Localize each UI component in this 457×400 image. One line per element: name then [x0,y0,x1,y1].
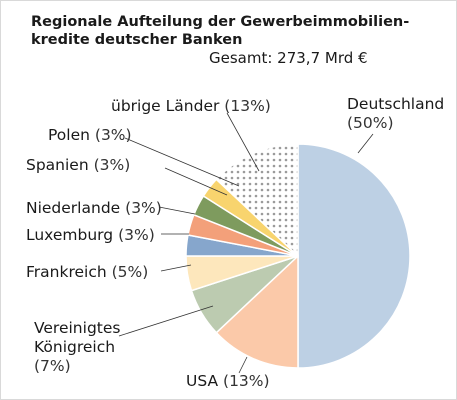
slice-label: Niederlande (3%) [26,199,162,218]
slice-label: übrige Länder (13%) [111,97,271,116]
value-label: (3%) [118,226,155,244]
category-name: Vereinigtes Königreich [34,319,121,356]
category-name: Niederlande [26,199,121,217]
leader-line [226,112,260,172]
pie-slice [215,143,299,258]
slice-label: USA (13%) [186,372,270,391]
pie-slice [297,143,411,369]
slice-label: Frankreich (5%) [26,263,148,282]
leader-line [164,167,228,196]
leader-line [158,206,196,215]
category-name: Frankreich [26,263,107,281]
category-name: USA [186,372,219,390]
leader-line [160,264,192,272]
value-label: (3%) [93,156,131,174]
slice-label: Spanien (3%) [26,156,130,175]
category-name: übrige Länder [111,97,220,115]
leader-line [118,305,214,337]
leader-line [124,137,240,187]
chart-title: Regionale Aufteilung der Gewerbeimmobili… [31,14,410,48]
value-label: (5%) [111,263,149,281]
value-label: (50%) [347,114,394,132]
category-name: Polen [48,126,90,144]
chart-subtitle: Gesamt: 273,7 Mrd € [209,49,368,67]
slice-label: Vereinigtes Königreich (7%) [34,319,144,376]
category-name: Luxemburg [26,226,114,244]
value-label: (13%) [223,372,270,390]
value-label: (13%) [224,97,271,115]
slice-label: Deutschland (50%) [347,95,444,133]
slice-label: Polen (3%) [48,126,132,145]
value-label: (7%) [34,357,71,375]
pie-slice [215,254,299,369]
leader-line [357,133,374,154]
category-name: Spanien [26,156,89,174]
leader-line [238,356,248,374]
category-name: Deutschland [347,95,445,113]
value-label: (3%) [94,126,132,144]
slice-label: Luxemburg (3%) [26,226,155,245]
value-label: (3%) [125,199,162,217]
